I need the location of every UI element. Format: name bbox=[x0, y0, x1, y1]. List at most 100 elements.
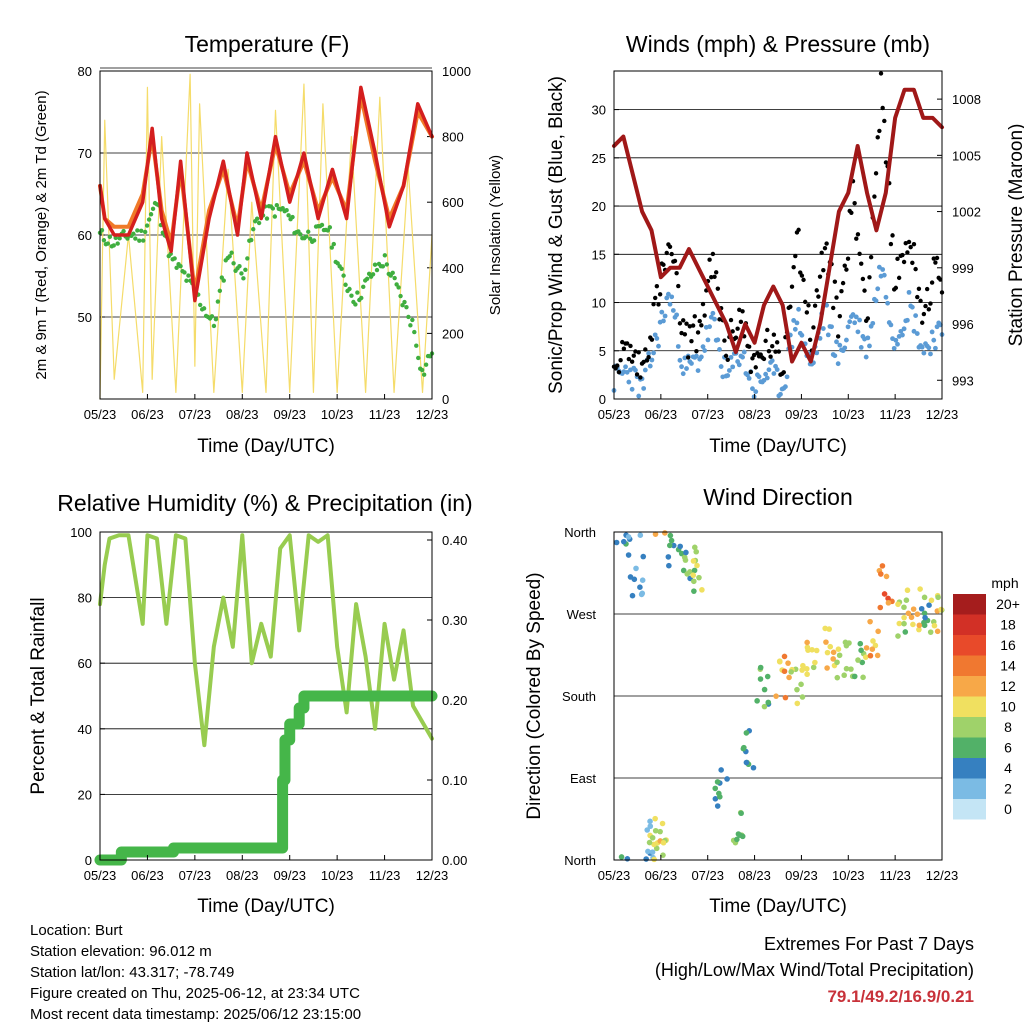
dewpoint-point bbox=[327, 225, 333, 230]
wind-point bbox=[870, 320, 876, 326]
dewpoint-point bbox=[182, 270, 187, 275]
gust-point bbox=[712, 274, 717, 279]
gust-point bbox=[753, 365, 758, 370]
wind-point bbox=[796, 306, 802, 312]
gust-point bbox=[624, 341, 630, 346]
y-axis-label-right: Solar Insolation (Yellow) bbox=[487, 155, 504, 315]
wind-point bbox=[852, 320, 858, 326]
dewpoint-point bbox=[406, 314, 411, 320]
x-tick-label: 06/23 bbox=[645, 868, 678, 883]
wind-point bbox=[740, 354, 745, 360]
wind-point bbox=[718, 364, 724, 369]
y-tick-label: 60 bbox=[78, 228, 92, 243]
x-tick-label: 09/23 bbox=[785, 868, 818, 883]
direction-point bbox=[910, 606, 917, 612]
direction-point bbox=[665, 554, 672, 560]
wind-point bbox=[825, 332, 831, 338]
gust-point bbox=[913, 266, 918, 272]
direction-point bbox=[776, 658, 783, 664]
dewpoint-point bbox=[370, 272, 376, 277]
x-tick-label: 05/23 bbox=[84, 868, 117, 883]
wind-point bbox=[867, 343, 872, 349]
gust-point bbox=[725, 357, 730, 363]
direction-point bbox=[647, 818, 653, 825]
dewpoint-point bbox=[374, 267, 380, 273]
dewpoint-point bbox=[221, 278, 226, 283]
direction-point bbox=[639, 590, 646, 597]
dewpoint-point bbox=[274, 203, 280, 208]
y-tick-label: 25 bbox=[592, 151, 606, 166]
wind-point bbox=[664, 295, 670, 301]
wind-point bbox=[665, 291, 671, 297]
x-tick-label: 06/23 bbox=[645, 407, 678, 422]
gust-point bbox=[751, 352, 757, 358]
legend-label: 18 bbox=[1000, 617, 1016, 633]
dewpoint-point bbox=[382, 253, 388, 258]
gust-point bbox=[821, 267, 826, 273]
wind-point bbox=[820, 326, 826, 331]
y-tick-label-right: 1005 bbox=[952, 148, 981, 163]
dewpoint-point bbox=[372, 262, 378, 267]
wind-point bbox=[629, 386, 635, 392]
dewpoint-point bbox=[380, 264, 386, 269]
gust-point bbox=[822, 245, 828, 251]
dewpoint-point bbox=[184, 278, 189, 283]
legend-swatch bbox=[953, 696, 986, 717]
direction-point bbox=[921, 610, 928, 617]
gust-point bbox=[697, 318, 702, 324]
gust-point bbox=[636, 350, 641, 355]
y-tick-label-right: 996 bbox=[952, 317, 974, 332]
dewpoint-point bbox=[339, 266, 344, 271]
wind-point bbox=[904, 317, 910, 323]
gust-point bbox=[687, 324, 693, 329]
x-axis-label: Time (Day/UTC) bbox=[709, 896, 847, 917]
dewpoint-point bbox=[400, 303, 405, 308]
legend-swatch bbox=[953, 614, 986, 635]
direction-point bbox=[699, 587, 705, 593]
direction-point bbox=[677, 543, 684, 550]
dewpoint-point bbox=[419, 367, 425, 373]
gust-point bbox=[656, 302, 661, 307]
y-tick-label: 80 bbox=[78, 591, 92, 606]
y-tick-label-right: 993 bbox=[952, 373, 974, 388]
direction-label: West bbox=[567, 607, 597, 622]
dewpoint-point bbox=[227, 254, 232, 259]
wind-point bbox=[705, 337, 711, 343]
direction-point bbox=[627, 574, 634, 580]
wind-point bbox=[891, 345, 897, 351]
wind-point bbox=[909, 304, 915, 310]
direction-point bbox=[934, 628, 941, 635]
wind-point bbox=[901, 326, 907, 332]
gust-point bbox=[765, 327, 770, 333]
direction-point bbox=[895, 633, 901, 639]
x-tick-label: 10/23 bbox=[321, 868, 354, 883]
direction-point bbox=[885, 595, 891, 602]
direction-point bbox=[858, 647, 864, 654]
direction-point bbox=[712, 796, 719, 802]
wind-point bbox=[647, 363, 653, 369]
direction-point bbox=[799, 667, 805, 673]
y-tick-label: 5 bbox=[599, 344, 606, 359]
dewpoint-point bbox=[349, 293, 354, 298]
legend-swatch bbox=[953, 778, 986, 799]
direction-point bbox=[765, 699, 772, 706]
gust-point bbox=[867, 275, 872, 280]
dewpoint-point bbox=[141, 238, 146, 243]
direction-point bbox=[738, 810, 744, 817]
wind-point bbox=[641, 386, 647, 391]
x-tick-label: 11/23 bbox=[369, 868, 401, 883]
gust-point bbox=[872, 194, 877, 199]
gust-point bbox=[938, 277, 943, 282]
legend-label: 0 bbox=[1004, 801, 1012, 817]
legend-label: 20+ bbox=[996, 596, 1020, 612]
direction-point bbox=[646, 839, 653, 846]
dewpoint-point bbox=[107, 234, 113, 240]
wind-point bbox=[646, 350, 652, 356]
wind-point bbox=[661, 318, 666, 324]
y-tick-label-right: 0.10 bbox=[442, 773, 467, 788]
wind-point bbox=[642, 367, 648, 373]
direction-point bbox=[643, 856, 649, 862]
gust-point bbox=[882, 118, 887, 124]
dewpoint-point bbox=[243, 267, 248, 272]
direction-point bbox=[862, 654, 869, 660]
